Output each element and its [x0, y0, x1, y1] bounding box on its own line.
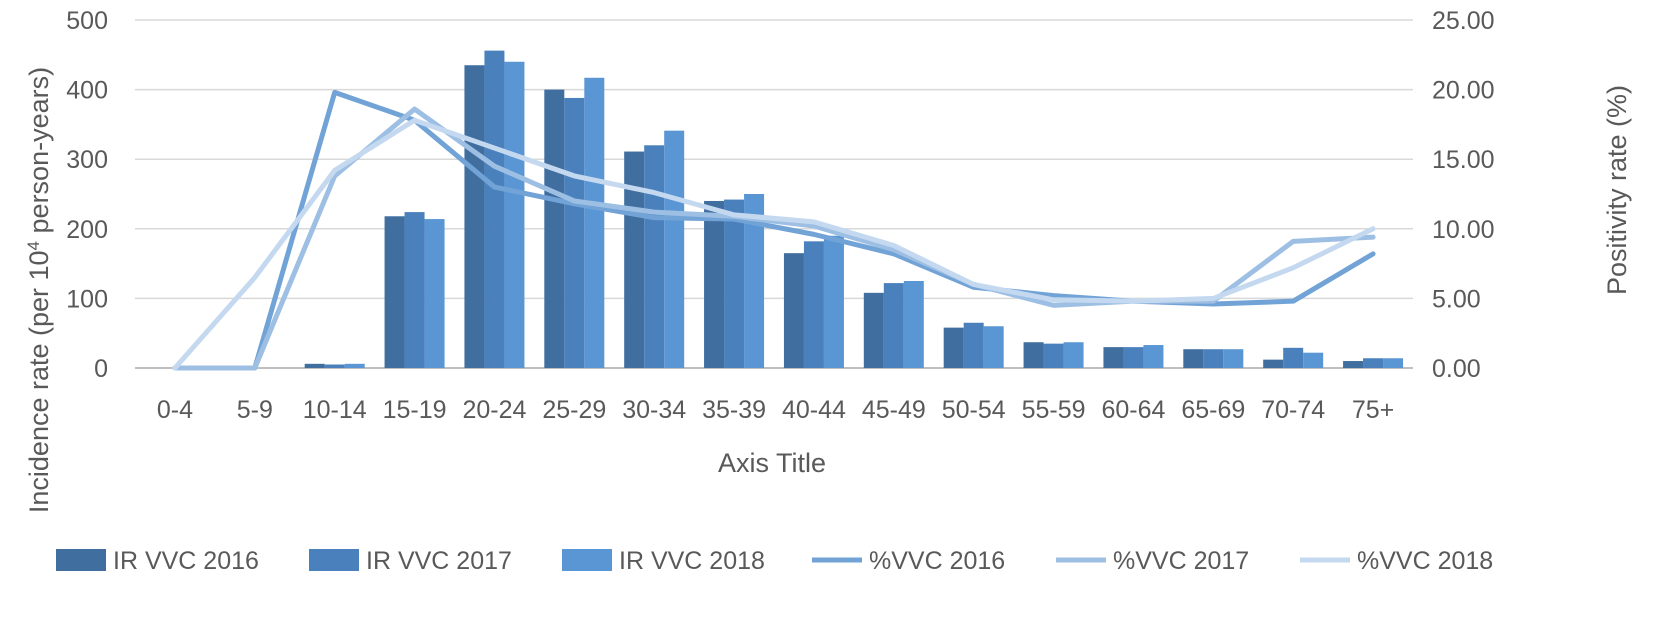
bar-ir-vvc-2018 [903, 281, 924, 368]
bar-ir-vvc-2018 [584, 77, 605, 368]
right-axis-ticks: 0.00 5.00 10.00 15.00 20.00 25.00 [1432, 7, 1495, 383]
y-left-tick-label: 200 [66, 216, 108, 244]
x-tick-label: 30-34 [622, 396, 686, 424]
bar-ir-vvc-2017 [484, 50, 505, 369]
y-right-tick-label: 5.00 [1432, 285, 1481, 313]
bar-ir-vvc-2016 [863, 292, 884, 368]
bar-ir-vvc-2018 [344, 363, 365, 368]
bar-ir-vvc-2018 [983, 326, 1004, 368]
x-tick-label: 20-24 [462, 396, 526, 424]
left-axis-title-pre: Incidence rate (per 10 [24, 250, 54, 513]
x-tick-label: 50-54 [942, 396, 1006, 424]
bar-ir-vvc-2017 [963, 322, 984, 368]
x-tick-label: 45-49 [862, 396, 926, 424]
legend: IR VVC 2016 IR VVC 2017 IR VVC 2018 %VVC 20… [56, 547, 1493, 575]
bar-ir-vvc-2017 [803, 241, 824, 368]
x-tick-label: 70-74 [1261, 396, 1325, 424]
bar-ir-vvc-2016 [1263, 359, 1284, 368]
left-axis-ticks: 0 100 200 300 400 500 [66, 7, 108, 383]
bar-ir-vvc-2016 [1183, 349, 1204, 368]
legend-label: %VVC 2018 [1357, 547, 1493, 575]
y-left-tick-label: 400 [66, 77, 108, 105]
left-axis-title: Incidence rate (per 104 person-years) [24, 67, 54, 513]
x-tick-label: 60-64 [1101, 396, 1165, 424]
bar-ir-vvc-2016 [464, 65, 485, 369]
y-left-tick-label: 300 [66, 146, 108, 174]
x-tick-label: 65-69 [1181, 396, 1245, 424]
x-axis-title: Axis Title [718, 448, 826, 478]
legend-swatch [309, 549, 359, 571]
x-tick-label: 0-4 [157, 396, 193, 424]
bar-ir-vvc-2018 [744, 194, 765, 368]
bar-ir-vvc-2017 [883, 283, 904, 368]
y-right-tick-label: 20.00 [1432, 77, 1495, 105]
x-tick-label: 35-39 [702, 396, 766, 424]
bar-ir-vvc-2016 [1103, 347, 1124, 368]
line--vvc-2018 [172, 117, 1376, 371]
bar-ir-vvc-2016 [1023, 342, 1044, 368]
legend-label: IR VVC 2018 [619, 547, 765, 575]
bar-ir-vvc-2018 [1063, 342, 1084, 368]
bar-ir-vvc-2016 [1343, 361, 1364, 368]
bar-ir-vvc-2016 [304, 363, 325, 368]
bar-ir-vvc-2016 [943, 327, 964, 368]
line--vvc-2016 [172, 89, 1376, 371]
legend-label: %VVC 2016 [869, 547, 1005, 575]
bar-ir-vvc-2016 [704, 200, 725, 368]
bar-ir-vvc-2018 [424, 219, 445, 368]
legend-label: IR VVC 2016 [113, 547, 259, 575]
bar-ir-vvc-2017 [324, 364, 345, 368]
y-right-tick-label: 25.00 [1432, 7, 1495, 35]
left-axis-title-sup: 4 [24, 241, 43, 250]
bar-ir-vvc-2017 [1283, 347, 1304, 368]
x-tick-label: 75+ [1352, 396, 1394, 424]
x-tick-label: 25-29 [542, 396, 606, 424]
bar-ir-vvc-2018 [823, 235, 844, 368]
bar-ir-vvc-2017 [1203, 349, 1224, 368]
y-right-tick-label: 15.00 [1432, 146, 1495, 174]
y-left-tick-label: 500 [66, 7, 108, 35]
bar-ir-vvc-2017 [1363, 358, 1384, 368]
line--vvc-2017 [172, 106, 1376, 371]
y-right-tick-label: 10.00 [1432, 216, 1495, 244]
left-axis-title-post: person-years) [24, 67, 54, 241]
bar-ir-vvc-2017 [1043, 343, 1064, 368]
bar-ir-vvc-2018 [1383, 358, 1404, 368]
legend-swatch [56, 549, 106, 571]
legend-label: %VVC 2017 [1113, 547, 1249, 575]
x-tick-label: 10-14 [303, 396, 367, 424]
x-axis-ticks: 0-4 5-9 10-14 15-19 20-24 25-29 30-34 35-39 40-4… [157, 396, 1394, 424]
x-tick-label: 15-19 [383, 396, 447, 424]
bar-ir-vvc-2018 [664, 130, 685, 368]
bar-ir-vvc-2017 [564, 97, 585, 369]
x-tick-label: 5-9 [237, 396, 273, 424]
bar-ir-vvc-2017 [724, 199, 745, 368]
bar-ir-vvc-2018 [1303, 352, 1324, 368]
legend-swatch [562, 549, 612, 571]
x-tick-label: 40-44 [782, 396, 846, 424]
y-left-tick-label: 0 [94, 355, 108, 383]
bar-ir-vvc-2018 [504, 61, 525, 368]
bar-ir-vvc-2017 [644, 145, 665, 368]
bar-ir-vvc-2017 [1123, 347, 1144, 368]
bar-ir-vvc-2017 [404, 212, 425, 368]
bar-ir-vvc-2018 [1223, 349, 1244, 368]
bar-ir-vvc-2016 [783, 253, 804, 368]
bar-ir-vvc-2016 [624, 151, 645, 368]
bar-ir-vvc-2018 [1143, 345, 1164, 368]
y-right-tick-label: 0.00 [1432, 355, 1481, 383]
x-tick-label: 55-59 [1022, 396, 1086, 424]
right-axis-title: Positivity rate (%) [1602, 85, 1632, 295]
bar-ir-vvc-2016 [544, 89, 565, 368]
bar-ir-vvc-2016 [384, 216, 405, 368]
y-left-tick-label: 100 [66, 285, 108, 313]
legend-label: IR VVC 2017 [366, 547, 512, 575]
lines [172, 89, 1376, 371]
bars [304, 50, 1404, 369]
